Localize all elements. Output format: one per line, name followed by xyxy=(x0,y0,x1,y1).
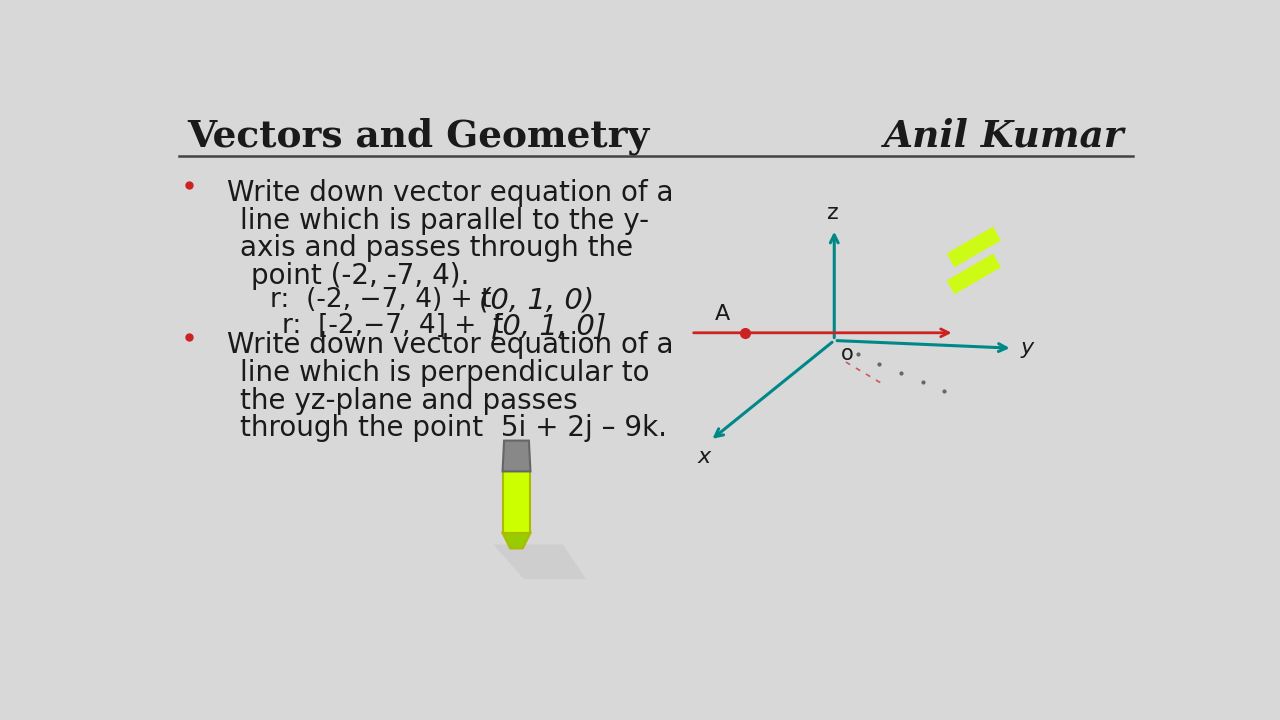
Text: Vectors and Geometry: Vectors and Geometry xyxy=(187,117,649,155)
Polygon shape xyxy=(503,472,530,533)
Text: r:  [-2,−7, 4] +  t: r: [-2,−7, 4] + t xyxy=(282,312,503,339)
Polygon shape xyxy=(947,227,1001,267)
Text: point (-2, -7, 4).: point (-2, -7, 4). xyxy=(251,262,468,290)
Text: A: A xyxy=(714,304,730,323)
Text: [0, 1, 0]: [0, 1, 0] xyxy=(492,312,607,341)
Text: x: x xyxy=(698,446,710,467)
Text: through the point  5i + 2j – 9k.: through the point 5i + 2j – 9k. xyxy=(239,415,667,442)
Text: Write down vector equation of a: Write down vector equation of a xyxy=(228,331,675,359)
Text: (0, 1, 0): (0, 1, 0) xyxy=(479,287,594,315)
Text: Anil Kumar: Anil Kumar xyxy=(884,117,1125,154)
Text: y: y xyxy=(1020,338,1033,358)
Text: line which is perpendicular to: line which is perpendicular to xyxy=(239,359,649,387)
Polygon shape xyxy=(503,441,530,472)
Text: axis and passes through the: axis and passes through the xyxy=(239,234,632,262)
Text: line which is parallel to the y-: line which is parallel to the y- xyxy=(239,207,649,235)
Text: r:  (-2, −7, 4) + t: r: (-2, −7, 4) + t xyxy=(270,287,492,312)
Text: o: o xyxy=(841,343,854,364)
Polygon shape xyxy=(947,253,1001,294)
Text: z: z xyxy=(827,204,838,223)
Text: Write down vector equation of a: Write down vector equation of a xyxy=(228,179,675,207)
Polygon shape xyxy=(503,533,530,549)
Text: the yz-plane and passes: the yz-plane and passes xyxy=(239,387,577,415)
Polygon shape xyxy=(493,544,586,579)
